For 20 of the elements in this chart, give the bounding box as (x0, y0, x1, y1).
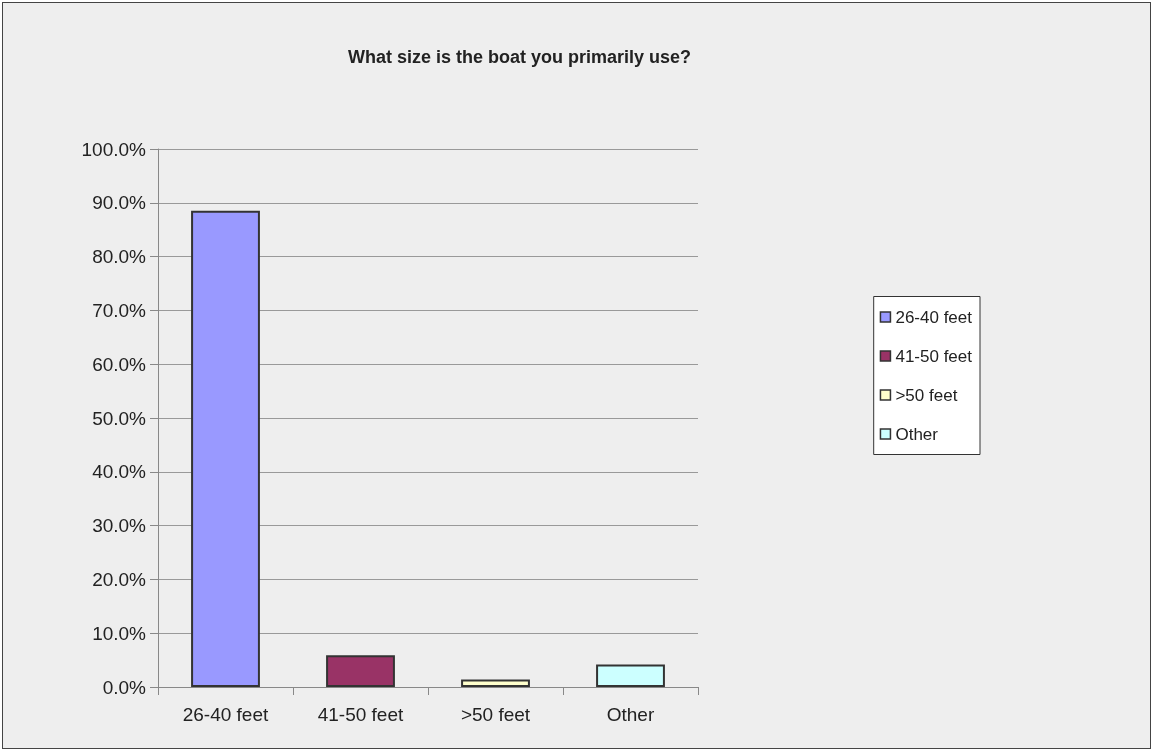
legend-label: 41-50 feet (895, 346, 973, 366)
y-tick-label: 10.0% (92, 622, 147, 644)
x-tick-label: >50 feet (460, 704, 531, 725)
legend-label: Other (895, 424, 939, 444)
y-tick-label: 70.0% (92, 299, 147, 321)
y-tick-label: 100.0% (81, 138, 147, 160)
y-tick-label: 20.0% (92, 568, 147, 590)
y-tick-label: 60.0% (92, 353, 147, 375)
legend-label: 26-40 feet (895, 307, 973, 327)
y-tick-label: 90.0% (92, 192, 147, 214)
legend-label: >50 feet (895, 385, 958, 405)
y-tick-label: 50.0% (92, 407, 147, 429)
y-tick-label: 30.0% (92, 515, 147, 537)
y-tick-label: 40.0% (92, 461, 147, 483)
x-tick-label: 41-50 feet (317, 704, 404, 725)
y-tick-label: 0.0% (102, 676, 147, 698)
x-tick-label: 26-40 feet (182, 704, 269, 725)
y-tick-label: 80.0% (92, 246, 147, 268)
chart-title: What size is the boat you primarily use? (348, 47, 692, 67)
x-tick-label: Other (606, 704, 655, 725)
